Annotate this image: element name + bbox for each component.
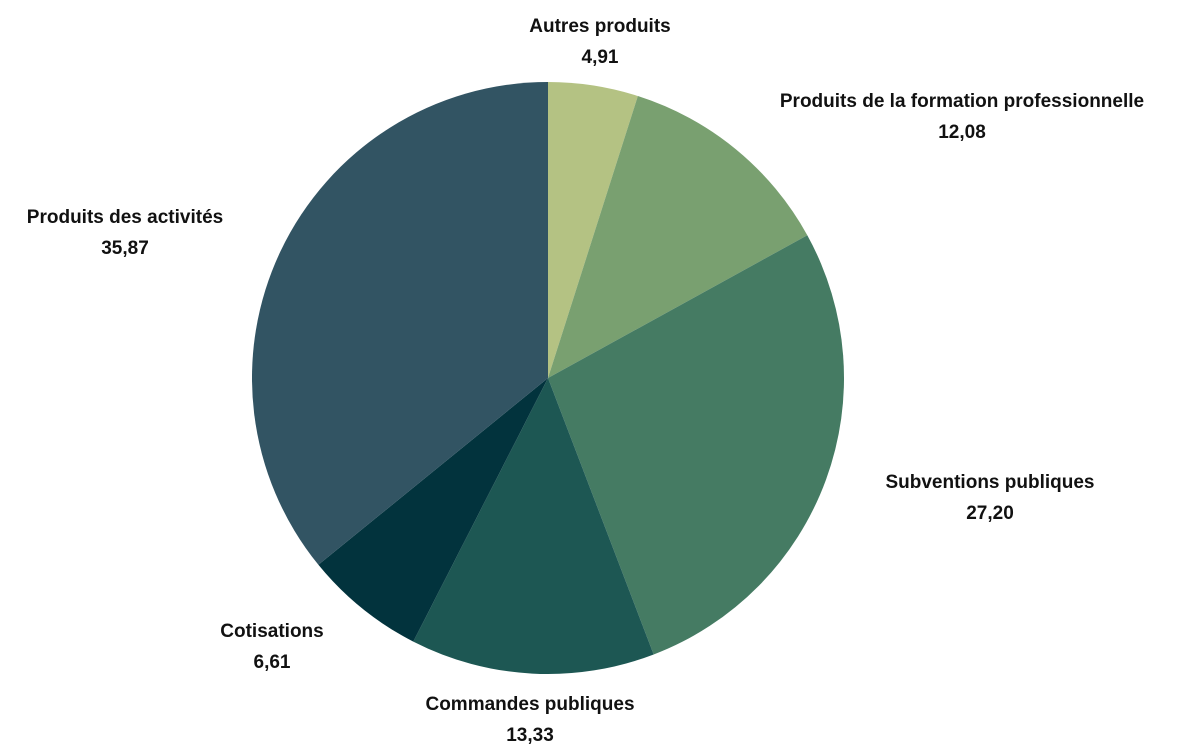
pie-slice-4 [318, 378, 548, 642]
pie-slice-5 [251, 82, 548, 565]
pie-slice-1 [548, 95, 808, 378]
slice-category-label: Produits des activités [27, 207, 223, 228]
pie-slices [251, 81, 845, 675]
slice-value-label: 4,91 [582, 47, 619, 68]
pie-labels: Autres produits 4,91 Produits de la format… [27, 16, 1144, 744]
pie-slice-3 [413, 378, 654, 675]
pie-slice-0 [548, 81, 638, 378]
slice-category-label: Produits de la formation professionnelle [780, 91, 1144, 112]
slice-value-label: 27,20 [966, 503, 1014, 524]
slice-value-label: 13,33 [506, 725, 554, 744]
slice-value-label: 35,87 [101, 238, 149, 259]
slice-category-label: Commandes publiques [425, 694, 634, 715]
slice-category-label: Subventions publiques [885, 472, 1094, 493]
pie-slice-2 [548, 235, 845, 655]
slice-value-label: 6,61 [254, 652, 291, 673]
slice-category-label: Cotisations [220, 621, 323, 642]
slice-category-label: Autres produits [529, 16, 670, 37]
slice-value-label: 12,08 [938, 122, 986, 143]
